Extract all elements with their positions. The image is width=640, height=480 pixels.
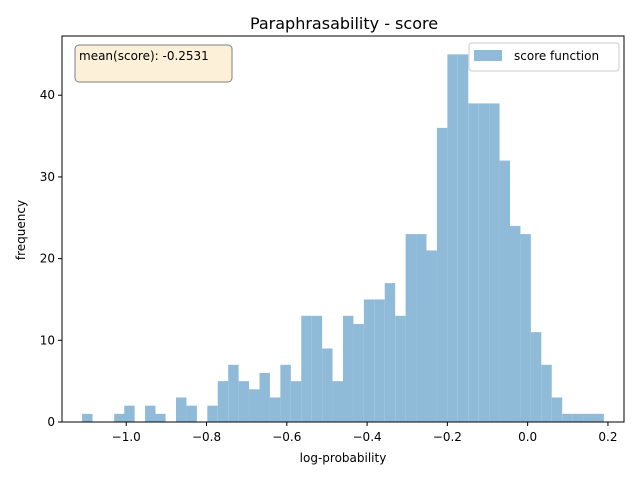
legend-label: score function: [514, 49, 599, 63]
histogram-bar: [124, 405, 135, 422]
histogram-bar: [457, 54, 469, 422]
histogram-bar: [447, 54, 458, 422]
x-axis-label: log-probability: [300, 451, 387, 465]
histogram-bar: [416, 234, 427, 422]
histogram-bar: [311, 315, 323, 422]
plot-frame: [61, 35, 625, 423]
x-tick-label: −0.8: [192, 430, 221, 444]
histogram-bar: [363, 299, 375, 422]
histogram-bar: [186, 405, 197, 422]
y-tick-label: 40: [40, 88, 55, 102]
histogram-bar: [301, 315, 312, 422]
histogram-bar: [290, 381, 302, 422]
histogram-bar: [155, 413, 166, 422]
histogram-bar: [395, 315, 406, 422]
histogram-bar: [353, 323, 364, 422]
histogram-bar: [384, 283, 396, 422]
x-tick-label: −0.2: [433, 430, 462, 444]
histogram-bar: [593, 413, 604, 422]
histogram-bar: [520, 234, 531, 422]
histogram-bar: [562, 413, 573, 422]
histogram-bar: [322, 348, 333, 422]
x-tick-label: 0.0: [518, 430, 537, 444]
histogram-bar: [114, 413, 125, 422]
legend-box: [468, 42, 620, 72]
histogram-bar: [343, 315, 354, 422]
annotation-box: [74, 44, 233, 83]
y-tick-label: 0: [47, 415, 55, 429]
histogram-bar: [436, 127, 448, 423]
histogram-bar: [530, 332, 542, 422]
histogram-bar: [269, 397, 281, 422]
x-tick-label: −0.6: [272, 430, 301, 444]
histogram-bar: [541, 364, 552, 422]
x-tick-label: −0.4: [353, 430, 382, 444]
histogram-bar: [509, 225, 521, 422]
histogram-bar: [238, 381, 250, 422]
histogram-bar: [280, 364, 291, 422]
x-tick-label: 0.2: [598, 430, 617, 444]
y-tick-label: 10: [40, 333, 55, 347]
chart-title: Paraphrasability - score: [250, 14, 438, 33]
histogram-bar: [207, 405, 218, 422]
y-tick-label: 30: [40, 170, 55, 184]
histogram-bar: [176, 397, 187, 422]
histogram-bar: [478, 103, 490, 423]
histogram-bar: [145, 405, 156, 422]
histogram-bar: [489, 103, 500, 423]
annotation-text: mean(score): -0.2531: [79, 49, 209, 63]
x-tick-label: −1.0: [112, 430, 141, 444]
x-axis-ticks: −1.0 −0.8 −0.6 −0.4 −0.2 0.0 0.2: [112, 422, 617, 444]
histogram-bar: [499, 160, 510, 422]
histogram-bar: [405, 234, 417, 422]
histogram-bar: [332, 381, 343, 422]
histogram-bar: [583, 413, 594, 422]
histogram-bar: [249, 389, 260, 422]
y-axis-label: frequency: [14, 200, 28, 260]
histogram-bar: [228, 364, 239, 422]
legend: score function: [468, 42, 620, 72]
legend-swatch: [474, 50, 502, 61]
histogram-bar: [468, 103, 479, 423]
histogram-bar: [217, 381, 229, 422]
histogram-bar: [426, 250, 437, 422]
histogram-bar: [572, 413, 584, 422]
histogram-bar: [374, 299, 385, 422]
mean-annotation: mean(score): -0.2531: [74, 44, 233, 83]
histogram-bar: [551, 397, 563, 422]
histogram-bar: [82, 413, 93, 422]
bars-group: [82, 54, 604, 423]
y-tick-label: 20: [40, 252, 55, 266]
histogram-bar: [259, 372, 270, 422]
y-axis-ticks: 0 10 20 30 40: [40, 88, 62, 429]
